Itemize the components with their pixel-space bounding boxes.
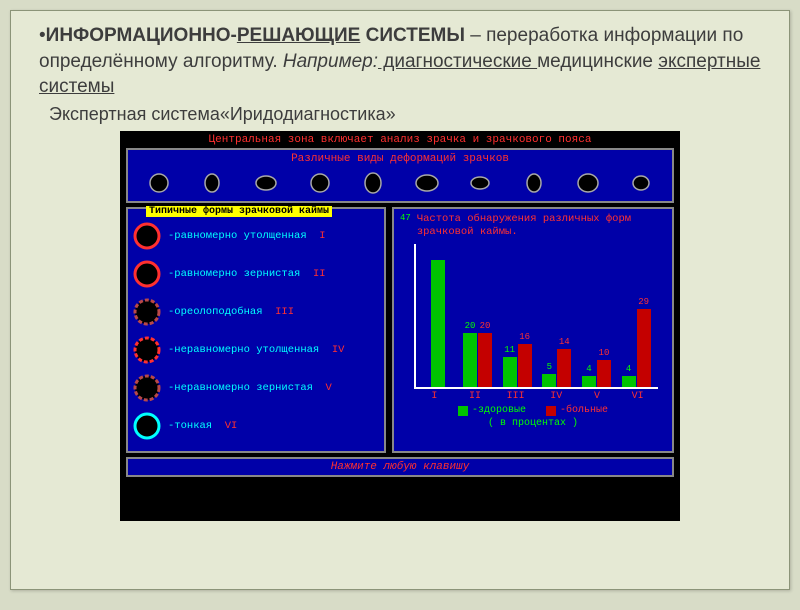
pupil-shape [521, 171, 547, 195]
bar-group: 514 [541, 349, 573, 387]
form-item: -ореолоподобная III [132, 297, 380, 327]
legend-healthy-swatch [458, 406, 468, 416]
form-item: -равномерно зернистая II [132, 259, 380, 289]
top-red-line: Центральная зона включает анализ зрачка … [120, 131, 680, 148]
legend-healthy: -здоровые [458, 405, 526, 416]
x-label: IV [540, 391, 572, 402]
pupil-shape [307, 171, 333, 195]
deform-panel: Различные виды деформаций зрачков [126, 148, 674, 203]
bottom-black [120, 481, 680, 521]
subtitle: Экспертная система«Иридодиагностика» [49, 104, 761, 125]
bar-sick: 10 [597, 360, 611, 387]
bar-group: 429 [620, 309, 652, 387]
legend-sick: -больные [546, 405, 608, 416]
press-key[interactable]: Нажмите любую клавишу [126, 457, 674, 477]
form-text: -равномерно зернистая II [168, 268, 380, 280]
chart-first-val: 47 [400, 213, 411, 223]
heading-bold1: ИНФОРМАЦИОННО- [46, 25, 237, 46]
form-text: -тонкая VI [168, 420, 380, 432]
bar-sick: 29 [637, 309, 651, 387]
bar-healthy: 4 [582, 376, 596, 387]
bar-sick: 20 [478, 333, 492, 387]
pupil-shape [253, 171, 279, 195]
form-text: -неравномерно зернистая V [168, 382, 380, 394]
pupil-shape [146, 171, 172, 195]
iris-icon [132, 373, 162, 403]
bar-healthy: 4 [622, 376, 636, 387]
iris-icon [132, 221, 162, 251]
form-item: -тонкая VI [132, 411, 380, 441]
pupil-shape [199, 171, 225, 195]
form-item: -неравномерно утолщенная IV [132, 335, 380, 365]
pupil-shape [360, 171, 386, 195]
legend-healthy-label: -здоровые [472, 405, 526, 416]
heading: •ИНФОРМАЦИОННО-РЕШАЮЩИЕ СИСТЕМЫ – перера… [39, 23, 761, 100]
bar-healthy: 20 [463, 333, 477, 387]
legend-sick-swatch [546, 406, 556, 416]
bar-group: 410 [580, 360, 612, 387]
form-text: -ореолоподобная III [168, 306, 380, 318]
form-list: -равномерно утолщенная I -равномерно зер… [132, 221, 380, 441]
bar-healthy: 5 [542, 374, 556, 388]
bar-group: 2020 [461, 333, 493, 387]
iris-icon [132, 259, 162, 289]
bar-healthy: 11 [503, 357, 517, 387]
pupil-shape [467, 171, 493, 195]
form-text: -неравномерно утолщенная IV [168, 344, 380, 356]
form-text: -равномерно утолщенная I [168, 230, 380, 242]
pupil-shape [575, 171, 601, 195]
bar-group: 1116 [501, 344, 533, 387]
bars: 20201116514410429 [416, 244, 658, 387]
pupil-shape [628, 171, 654, 195]
x-label: V [581, 391, 613, 402]
forms-panel: Типичные формы зрачковой каймы -равномер… [126, 207, 386, 453]
deform-title: Различные виды деформаций зрачков [132, 153, 668, 165]
iris-icon [132, 335, 162, 365]
percent-note: ( в процентах ) [400, 418, 666, 429]
form-item: -неравномерно зернистая V [132, 373, 380, 403]
x-label: II [459, 391, 491, 402]
legend: -здоровые -больные [400, 405, 666, 416]
x-labels: IIIIIIIVVVI [414, 391, 658, 402]
iris-icon [132, 297, 162, 327]
form-item: -равномерно утолщенная I [132, 221, 380, 251]
chart-panel: 47 Частота обнаружения различных форм зр… [392, 207, 674, 453]
heading-italic: Например: [283, 51, 378, 72]
iris-icon [132, 411, 162, 441]
bar-sick: 14 [557, 349, 571, 387]
slide: •ИНФОРМАЦИОННО-РЕШАЮЩИЕ СИСТЕМЫ – перера… [10, 10, 790, 590]
pupil-row [132, 169, 668, 199]
heading-bold2: СИСТЕМЫ [360, 25, 465, 46]
heading-bold-ul: РЕШАЮЩИЕ [237, 25, 360, 46]
x-label: VI [622, 391, 654, 402]
main-row: Типичные формы зрачковой каймы -равномер… [126, 207, 674, 453]
heading-ul1: диагностические [378, 51, 537, 72]
chart-title: Частота обнаружения различных форм зрачк… [417, 213, 666, 238]
chart-area: 20201116514410429 [414, 244, 658, 389]
pupil-shape [414, 171, 440, 195]
x-label: I [418, 391, 450, 402]
x-label: III [500, 391, 532, 402]
dos-screenshot: Центральная зона включает анализ зрачка … [120, 131, 680, 521]
bar-sick: 16 [518, 344, 532, 387]
bar-group [422, 260, 454, 387]
bar-healthy [431, 260, 445, 387]
yellow-label: Типичные формы зрачковой каймы [146, 206, 332, 217]
heading-plain2: медицинские [537, 51, 658, 72]
legend-sick-label: -больные [560, 405, 608, 416]
